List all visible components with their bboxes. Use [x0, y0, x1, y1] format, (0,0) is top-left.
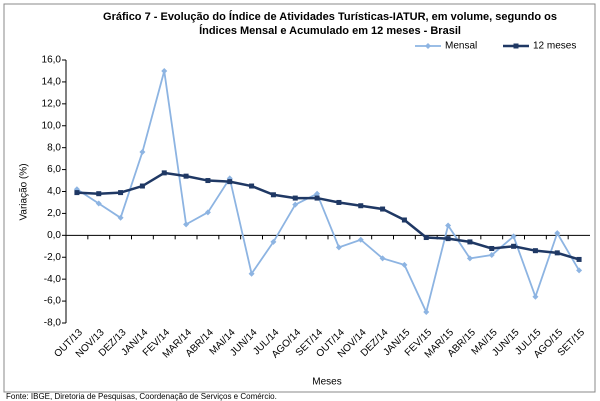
y-tick-label: 0,0 — [47, 230, 61, 241]
y-tick-label: 8,0 — [47, 142, 61, 153]
marker — [270, 238, 277, 245]
marker — [248, 270, 255, 277]
marker — [380, 206, 386, 212]
marker — [139, 149, 146, 156]
legend-marker — [425, 43, 431, 49]
y-tick-label: -4,0 — [44, 274, 62, 285]
y-tick-label: 16,0 — [42, 55, 62, 66]
marker — [401, 217, 407, 223]
y-axis-label: Variação (%) — [19, 163, 30, 220]
marker — [445, 222, 452, 229]
y-tick-label: 10,0 — [42, 120, 62, 131]
legend-label: Mensal — [445, 41, 477, 52]
marker — [292, 195, 298, 201]
marker — [227, 179, 233, 185]
marker — [554, 250, 560, 256]
y-tick-label: 14,0 — [42, 77, 62, 88]
marker — [95, 200, 102, 207]
source: Fonte: IBGE, Diretoria de Pesquisas, Coo… — [6, 392, 277, 401]
marker — [489, 245, 495, 251]
marker — [139, 183, 145, 189]
marker — [74, 190, 80, 196]
marker — [204, 209, 211, 216]
marker — [532, 293, 539, 300]
marker — [183, 173, 189, 179]
marker — [249, 183, 255, 189]
marker — [161, 67, 168, 74]
marker — [292, 201, 299, 208]
marker — [183, 221, 190, 228]
y-tick-label: 12,0 — [42, 98, 62, 109]
marker — [314, 195, 320, 201]
marker — [357, 236, 364, 243]
marker — [445, 236, 451, 242]
marker — [358, 203, 364, 209]
y-tick-label: -2,0 — [44, 252, 62, 263]
legend-marker — [513, 43, 519, 49]
marker — [576, 256, 582, 262]
marker — [379, 255, 386, 262]
marker — [401, 261, 408, 268]
chart-title: Gráfico 7 - Evolução do Índice de Ativid… — [103, 10, 557, 23]
chart-title: Índices Mensal e Acumulado em 12 meses -… — [199, 24, 461, 37]
marker — [466, 255, 473, 262]
line-series — [76, 70, 580, 315]
marker — [117, 214, 124, 221]
marker — [488, 252, 495, 259]
marker — [205, 178, 211, 184]
marker — [576, 267, 583, 274]
y-tick-label: 4,0 — [47, 186, 61, 197]
marker — [554, 230, 561, 237]
y-tick-label: 6,0 — [47, 164, 61, 175]
marker — [532, 248, 538, 254]
y-tick-label: -6,0 — [44, 296, 62, 307]
marker — [314, 190, 321, 197]
marker — [423, 309, 430, 316]
marker — [511, 243, 517, 249]
marker — [423, 235, 429, 241]
marker — [335, 244, 342, 251]
marker — [467, 239, 473, 245]
line-series — [76, 171, 580, 261]
marker — [118, 190, 124, 196]
x-axis-label: Meses — [312, 377, 341, 388]
marker — [510, 233, 517, 240]
y-tick-label: 2,0 — [47, 208, 61, 219]
marker — [336, 199, 342, 205]
y-tick-label: -8,0 — [44, 318, 62, 329]
marker — [96, 191, 102, 197]
marker — [161, 170, 167, 176]
legend-label: 12 meses — [533, 41, 576, 52]
marker — [270, 192, 276, 198]
